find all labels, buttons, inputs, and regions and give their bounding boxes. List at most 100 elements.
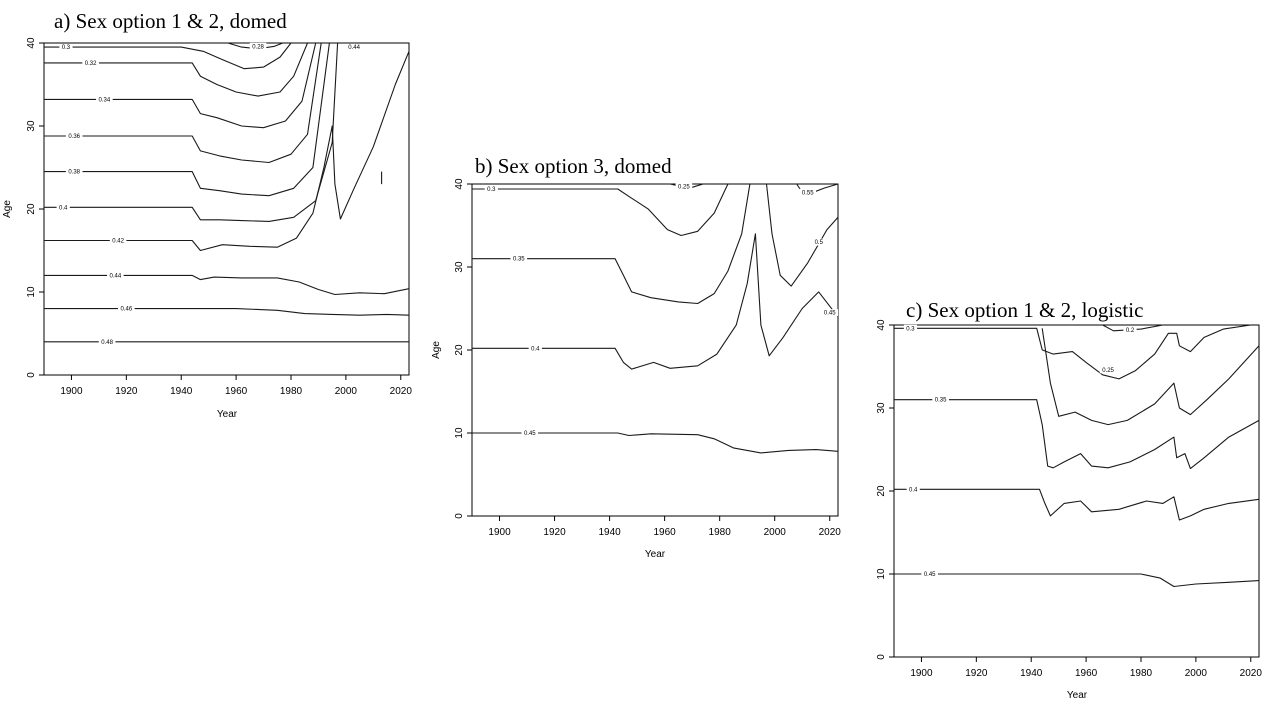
contour-label: 0.4 [909, 487, 918, 493]
panel-b-x-axis-label: Year [645, 549, 666, 560]
contour-label-bg [1123, 326, 1137, 334]
panel-c-x-ticks: 1900 1920 1940 1960 1980 2000 2020 [910, 657, 1262, 679]
contour-label-bg [109, 237, 127, 245]
contour-line-0-4 [44, 42, 339, 222]
x-tick-label: 2020 [1240, 668, 1263, 679]
contour-line-0-3 [894, 324, 1251, 380]
y-tick-label: 40 [26, 37, 37, 49]
y-tick-label: 30 [876, 402, 887, 414]
contour-label-bg [484, 185, 498, 193]
y-tick-label: 0 [26, 372, 37, 378]
panel-b-title: b) Sex option 3, domed [475, 154, 672, 178]
contour-label: 0.25 [1102, 368, 1114, 374]
x-tick-label: 2000 [1185, 668, 1208, 679]
y-tick-label: 0 [876, 654, 887, 660]
contour-label-bg [96, 95, 113, 103]
x-tick-label: 2000 [764, 527, 787, 538]
contour-label-bg [821, 309, 839, 317]
panel-c-contours: 0.3 0.2 0.25 0.35 0.4 0.45 [894, 324, 1260, 588]
contour-label-bg [345, 43, 363, 51]
panel-a-title: a) Sex option 1 & 2, domed [54, 9, 287, 33]
contour-label: 0.44 [348, 45, 360, 51]
x-tick-label: 1940 [170, 386, 193, 397]
x-tick-label: 1980 [709, 527, 732, 538]
contour-label: 0.48 [101, 340, 113, 346]
contour-label: 0.45 [824, 311, 836, 317]
x-tick-label: 2000 [335, 386, 358, 397]
x-tick-label: 1900 [910, 668, 933, 679]
panel-c-x-axis-label: Year [1067, 690, 1088, 701]
contour-label: 0.32 [85, 61, 97, 67]
panel-a-domed-sex-1-2: a) Sex option 1 & 2, domed 1900 1920 1940 1… [2, 9, 412, 420]
contour-line-0-35 [894, 399, 1260, 470]
x-tick-label: 1920 [543, 527, 566, 538]
contour-label: 0.4 [531, 346, 540, 352]
contour-label: 0.25 [678, 184, 690, 190]
contour-label-bg [903, 324, 918, 332]
contour-label-bg [118, 305, 135, 313]
y-tick-label: 20 [454, 344, 465, 356]
panel-a-x-ticks: 1900 1920 1940 1960 1980 2000 2020 [60, 375, 412, 397]
x-tick-label: 1920 [965, 668, 988, 679]
contour-line-0-36 [44, 42, 322, 164]
panel-b-contours: 0.3 0.25 0.35 0.4 0.45 0.5 0.55 0.45 [472, 182, 839, 454]
y-tick-label: 40 [454, 178, 465, 190]
contour-line-0-45 [472, 432, 839, 454]
contour-label: 0.38 [68, 170, 80, 176]
contour-label-bg [510, 255, 528, 263]
contour-label: 0.34 [99, 97, 111, 103]
contour-label: 0.45 [524, 431, 536, 437]
y-tick-label: 10 [454, 427, 465, 439]
contour-label-bg [107, 271, 124, 279]
contour-label: 0.44 [110, 273, 122, 279]
panel-a-contours: 0.3 0.28 0.32 0.34 0.36 0.38 0.4 0.42 0.44 0.46 0.… [44, 42, 410, 346]
panel-c-plot-frame [893, 324, 1260, 658]
x-tick-label: 2020 [819, 527, 842, 538]
contour-label-bg [799, 188, 817, 196]
contour-label-bg [1099, 366, 1117, 374]
contour-label: 0.3 [487, 187, 496, 193]
panel-a-x-axis-label: Year [217, 409, 238, 420]
contour-line-0-32 [44, 42, 309, 97]
contour-label-bg [812, 238, 826, 246]
contour-label: 0.45 [924, 572, 936, 578]
contour-label: 0.28 [252, 44, 264, 50]
x-tick-label: 1960 [225, 386, 248, 397]
contour-line-0-4 [472, 233, 839, 370]
contour-label: 0.2 [1126, 328, 1135, 334]
x-tick-label: 1980 [1130, 668, 1153, 679]
x-tick-label: 1980 [280, 386, 303, 397]
y-tick-label: 30 [26, 120, 37, 132]
panel-b-y-ticks: 0 10 20 30 40 [454, 178, 472, 519]
contour-label: 0.55 [802, 190, 814, 196]
y-tick-label: 0 [454, 513, 465, 519]
y-tick-label: 20 [26, 203, 37, 215]
contour-label: 0.46 [120, 307, 132, 313]
contour-line-0-42 [44, 51, 410, 252]
contour-line-0-44 [44, 274, 410, 296]
panel-a-y-axis-label: Age [2, 200, 13, 218]
contour-line-0-4 [894, 488, 1260, 521]
contour-label-bg [921, 570, 938, 578]
contour-label-bg [82, 59, 99, 67]
contour-label: 0.5 [815, 240, 824, 246]
contour-line-0-34 [44, 42, 317, 129]
contour-line-0-3 [472, 183, 729, 237]
contour-line-0-45 [894, 573, 1260, 588]
x-tick-label: 1900 [488, 527, 511, 538]
contour-line-unlabeled [1041, 328, 1260, 426]
panel-b-plot-frame [471, 183, 839, 517]
panel-c-title: c) Sex option 1 & 2, logistic [906, 298, 1143, 322]
contour-label: 0.4 [59, 205, 68, 211]
panel-b-y-axis-label: Age [431, 341, 442, 359]
panel-c-y-ticks: 0 10 20 30 40 [876, 319, 894, 660]
contour-label-bg [249, 42, 267, 50]
contour-label-bg [675, 182, 693, 190]
contour-label-bg [65, 132, 83, 140]
x-tick-label: 1960 [1075, 668, 1098, 679]
panel-a-plot-frame [43, 42, 410, 376]
contour-label: 0.35 [935, 398, 947, 404]
contour-label: 0.3 [906, 326, 915, 332]
contour-line-0-46 [44, 308, 410, 316]
